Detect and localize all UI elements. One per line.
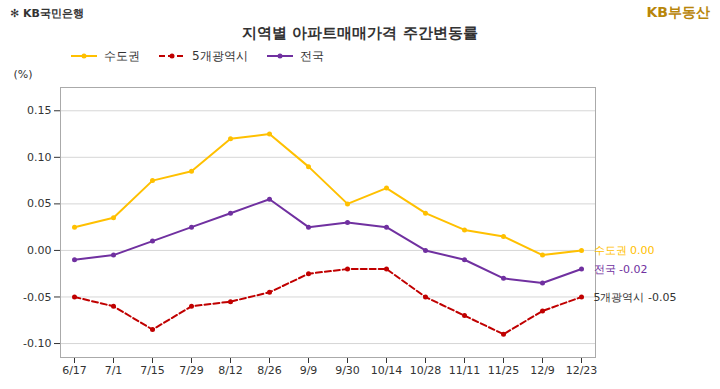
html-text:5개광역시: 5개광역시 (192, 48, 248, 63)
html-text:전국: 전국 (299, 48, 324, 63)
svg-text:(%): (%) (14, 68, 33, 81)
svg-text:-0.05: -0.05 (23, 291, 51, 304)
svg-text:7/15: 7/15 (140, 364, 165, 377)
html-text:수도권: 수도권 (104, 48, 140, 63)
svg-text:8/12: 8/12 (218, 364, 243, 377)
html-text:지역별 아파트매매가격 주간변동률: 지역별 아파트매매가격 주간변동률 (242, 24, 478, 42)
svg-text:0.15: 0.15 (27, 104, 52, 117)
svg-text:-0.10: -0.10 (23, 337, 51, 350)
svg-text:9/30: 9/30 (335, 364, 360, 377)
svg-text:10/14: 10/14 (371, 364, 403, 377)
svg-text:8/26: 8/26 (257, 364, 282, 377)
html-text:✻ KB국민은행: ✻ KB국민은행 (10, 6, 84, 20)
svg-text:5개광역시 -0.05: 5개광역시 -0.05 (594, 291, 677, 304)
html-text:KB부동산: KB부동산 (646, 4, 710, 20)
svg-text:11/25: 11/25 (488, 364, 520, 377)
svg-text:7/29: 7/29 (179, 364, 204, 377)
svg-text:10/28: 10/28 (410, 364, 442, 377)
svg-text:7/1: 7/1 (105, 364, 123, 377)
svg-text:수도권 0.00: 수도권 0.00 (594, 244, 655, 257)
svg-text:6/17: 6/17 (62, 364, 87, 377)
svg-text:0.00: 0.00 (27, 244, 52, 257)
svg-text:전국 -0.02: 전국 -0.02 (594, 263, 648, 276)
svg-text:0.05: 0.05 (27, 197, 52, 210)
svg-text:12/9: 12/9 (530, 364, 555, 377)
svg-text:11/11: 11/11 (449, 364, 481, 377)
svg-text:9/9: 9/9 (300, 364, 318, 377)
svg-text:0.10: 0.10 (27, 151, 52, 164)
svg-text:12/23: 12/23 (566, 364, 598, 377)
